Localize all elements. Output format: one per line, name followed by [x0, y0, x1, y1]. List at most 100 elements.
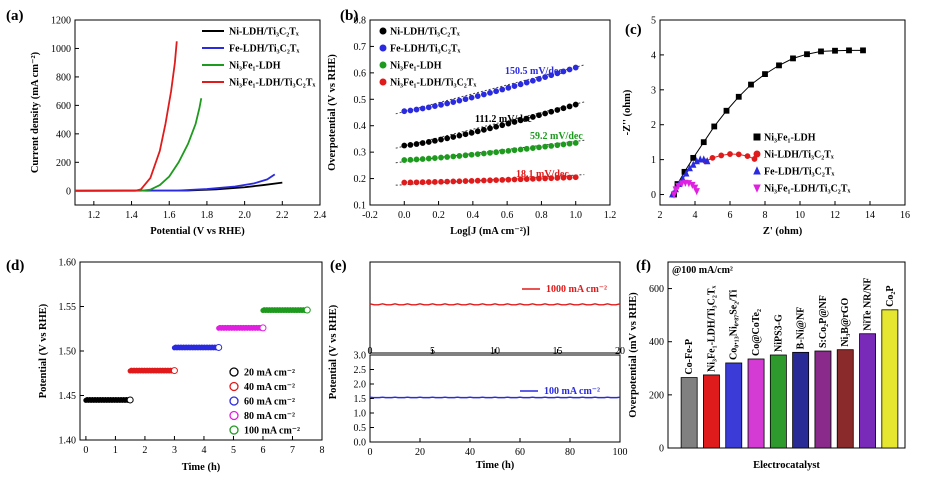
x-tick-label: 10: [490, 346, 500, 357]
panel-label: (b): [340, 8, 358, 24]
panel-e-stability-tests: 0 5 10 15 20 1000 mA cm⁻² 0 20 40 60 80 100 0.0 0.5 1.…: [328, 258, 628, 471]
data-point: [431, 155, 438, 161]
data-point: [572, 64, 579, 71]
data-point: [401, 157, 408, 163]
y-tick-label: 0.0: [354, 438, 367, 449]
data-point: [762, 71, 768, 78]
tafel-slope-label: 111.2 mV/dec: [475, 114, 532, 125]
x-tick-label: 16: [900, 210, 910, 221]
data-point: [753, 166, 761, 175]
y-tick-label: 2.0: [354, 380, 367, 391]
data-point: [675, 182, 682, 191]
data-point: [468, 129, 475, 136]
data-point: [419, 156, 426, 162]
x-tick-label: 0: [368, 346, 373, 357]
legend-label: Ni-LDH/Ti₃C₂Tₓ: [390, 27, 460, 38]
data-point: [170, 367, 178, 375]
data-point: [709, 154, 716, 161]
data-point: [401, 142, 408, 149]
data-point: [711, 123, 718, 130]
x-tick-label: 14: [865, 210, 875, 221]
data-point: [505, 147, 512, 154]
top-plot-frame: [369, 261, 621, 354]
y-tick-label: 0.5: [354, 95, 367, 106]
data-point: [560, 68, 567, 75]
bar: [769, 354, 787, 449]
x-tick-label: 4: [201, 445, 206, 456]
data-point: [529, 77, 536, 84]
x-tick-label: 6: [728, 210, 733, 221]
x-axis-label: Electrocatalyst: [753, 460, 820, 471]
legend-label: 100 mA cm⁻²: [244, 426, 300, 437]
data-point: [487, 125, 493, 132]
data-point: [542, 175, 549, 182]
x-tick-label: 1: [113, 445, 118, 456]
y-tick-label: 5: [651, 16, 656, 27]
y-tick-label: 3: [651, 85, 656, 96]
y-tick-label: 800: [56, 72, 71, 83]
legend-label: Ni-LDH/Ti₃C₂Tₓ: [229, 27, 299, 38]
panel-c-nyquist-plot: 2 4 6 8 10 12 14 16012345Ni₃Fe₁-LDHNi-LDH/Ti₃C₂…: [622, 16, 910, 238]
bar-category-label: Co-Fe-P: [684, 339, 695, 375]
data-point: [480, 91, 487, 98]
data-point: [474, 177, 481, 184]
data-point: [462, 178, 469, 184]
data-point: [846, 47, 852, 54]
plot-frame: [74, 19, 321, 206]
data-point: [517, 117, 524, 124]
data-point: [529, 175, 536, 182]
legend-label: Fe-LDH/Ti₃C₂Tₓ: [390, 44, 460, 55]
x-tick-label: 5: [231, 445, 236, 456]
bar-category-label: B-Ni@NF: [796, 307, 807, 350]
bar: [814, 350, 832, 449]
y-tick-label: 0.6: [354, 68, 367, 79]
y-axis-label: -Z'' (ohm): [622, 89, 633, 135]
y-tick-label: 1.5: [354, 394, 367, 405]
data-point: [536, 175, 542, 182]
data-point: [407, 107, 414, 114]
x-axis-label: Time (h): [182, 462, 221, 473]
bar-category-label: NiTe NR/NF: [863, 277, 874, 330]
y-axis-label: Current density (mA cm⁻²): [30, 51, 41, 173]
data-point: [431, 103, 438, 110]
data-point: [735, 151, 742, 158]
x-tick-label: 2.4: [314, 210, 327, 221]
data-point: [554, 175, 561, 181]
data-point: [548, 175, 555, 182]
legend-label: Fe-LDH/Ti₃C₂Tₓ: [229, 44, 299, 55]
data-point: [425, 139, 432, 145]
data-point: [683, 169, 690, 177]
x-tick-label: 100: [613, 447, 628, 458]
panel-label: (d): [6, 258, 24, 274]
data-point: [548, 72, 555, 79]
y-tick-label: 200: [56, 158, 71, 169]
legend-label: 40 mA cm⁻²: [244, 382, 295, 393]
data-point: [536, 76, 542, 82]
data-point: [303, 306, 311, 314]
tafel-slope-label: 59.2 mV/dec: [530, 131, 583, 142]
x-tick-label: 1.4: [125, 210, 138, 221]
bar-category-label: Ni₃B@rGO: [840, 297, 851, 346]
data-point: [566, 140, 573, 147]
data-point: [804, 51, 810, 58]
data-point: [542, 110, 549, 117]
y-axis-label: Potential (V vs RHE): [38, 303, 49, 398]
data-point: [407, 179, 414, 186]
bar: [703, 374, 720, 449]
data-point: [450, 99, 457, 105]
data-point: [700, 139, 707, 146]
data-point: [438, 101, 444, 108]
bar-category-label: Co₂P: [885, 286, 896, 307]
data-point: [480, 177, 487, 184]
data-point: [456, 178, 463, 185]
data-point: [493, 149, 500, 156]
data-point: [450, 153, 457, 160]
y-tick-label: 1: [651, 155, 656, 166]
bar-category-label: Co@CoTe₂: [751, 309, 762, 356]
data-point: [505, 120, 512, 127]
series-line: [74, 173, 276, 192]
tafel-slope-label: 18.1 mV/dec: [516, 169, 569, 180]
data-point: [818, 48, 824, 55]
x-tick-label: 15: [553, 346, 563, 357]
panel-label: (e): [330, 258, 347, 274]
